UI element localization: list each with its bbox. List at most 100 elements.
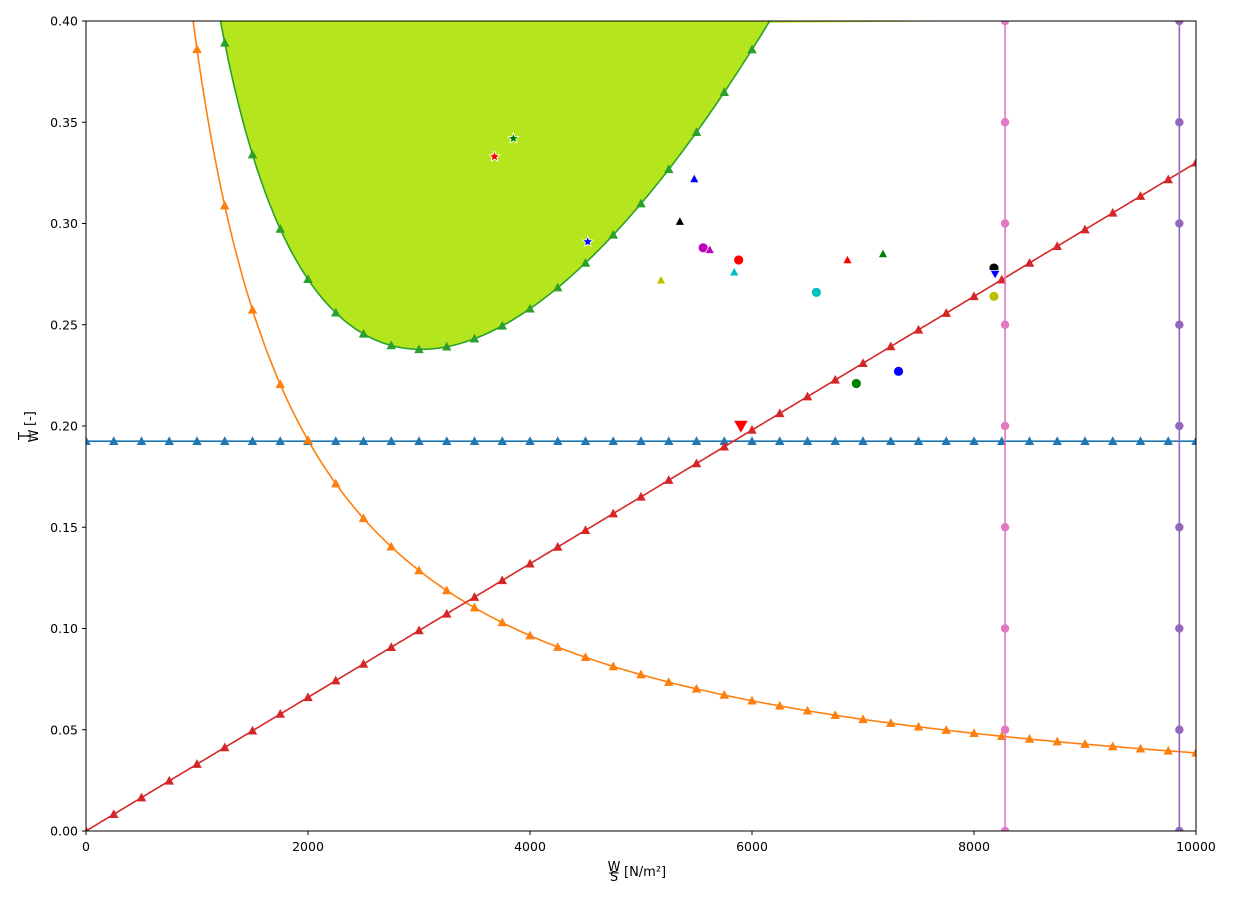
series-marker	[608, 436, 618, 445]
series-marker	[1191, 747, 1196, 757]
y-tick-label: 0.25	[50, 317, 78, 332]
series-marker	[913, 324, 924, 334]
series-marker	[913, 721, 924, 731]
series-marker	[775, 0, 785, 8]
series-marker	[469, 436, 480, 445]
design-point	[488, 150, 501, 162]
series-marker	[747, 695, 757, 705]
series-marker	[719, 690, 729, 699]
series-marker	[469, 333, 480, 343]
series-marker	[220, 37, 230, 47]
ticks-layer: 0 2000 4000 6000 8000 10000 0.00 0.05 0.10 0.15 0.…	[50, 14, 1216, 855]
feasible-region	[221, 21, 1003, 350]
series-marker	[1175, 624, 1184, 633]
series-marker	[1000, 523, 1010, 532]
series-marker	[525, 558, 535, 568]
series-marker	[886, 718, 896, 727]
series-marker	[497, 617, 507, 627]
series-marker	[192, 436, 202, 445]
series-marker	[414, 344, 424, 354]
y-tick-label: 0.20	[50, 419, 78, 434]
series-marker	[1175, 826, 1184, 831]
y-tick-label: 0.05	[50, 722, 78, 737]
series-marker	[691, 127, 702, 136]
series-marker	[636, 436, 646, 445]
series-marker	[331, 436, 341, 445]
series-4	[1000, 21, 1010, 831]
series-marker	[1108, 436, 1118, 445]
series-marker	[1108, 207, 1118, 217]
series-marker	[414, 436, 424, 445]
series-marker	[775, 700, 785, 710]
x-tick-label: 0	[82, 839, 90, 854]
x-label-numerator: W	[608, 860, 621, 875]
series-marker	[636, 669, 646, 679]
design-point	[810, 286, 822, 298]
series-marker	[830, 436, 840, 445]
series-marker	[164, 436, 174, 445]
series-marker	[747, 425, 757, 434]
series-marker	[1000, 624, 1010, 633]
series-marker	[414, 625, 424, 635]
series-marker	[303, 435, 313, 444]
series-marker	[275, 379, 285, 389]
series-marker	[830, 374, 840, 384]
series-marker	[1000, 826, 1010, 831]
design-point	[732, 419, 750, 435]
series-marker	[802, 436, 813, 445]
series-1	[192, 21, 1196, 757]
series-marker	[136, 436, 147, 445]
series-marker	[553, 282, 563, 292]
series-marker	[1000, 320, 1010, 329]
series-marker	[442, 585, 452, 595]
series-marker	[608, 661, 618, 671]
series-marker	[1175, 219, 1184, 228]
series-marker	[580, 652, 591, 662]
design-point	[893, 365, 904, 377]
y-label-unit: [-]	[23, 411, 38, 426]
series-marker	[1080, 224, 1090, 234]
series-marker	[691, 458, 702, 468]
x-tick-label: 10000	[1176, 839, 1216, 854]
series-marker	[1175, 118, 1184, 127]
design-point	[655, 274, 667, 285]
series-marker	[830, 710, 840, 719]
series-marker	[1175, 320, 1184, 329]
series-marker	[747, 436, 757, 445]
series-marker	[1163, 174, 1173, 184]
series-marker	[719, 87, 729, 97]
series-marker	[136, 792, 147, 802]
series-marker	[691, 436, 702, 445]
design-point	[507, 131, 520, 144]
series-marker	[1135, 191, 1146, 200]
design-point	[674, 215, 686, 226]
series-marker	[220, 436, 230, 445]
series-marker	[1052, 736, 1062, 746]
series-line	[219, 21, 771, 351]
series-marker	[414, 565, 424, 575]
series-marker	[220, 742, 230, 752]
series-marker	[997, 731, 1007, 741]
series-marker	[331, 307, 341, 317]
feasible-region-layer	[221, 21, 1003, 350]
series-marker	[802, 705, 813, 715]
series-marker	[941, 436, 951, 445]
design-point	[688, 173, 700, 184]
series-marker	[497, 575, 507, 585]
series-marker	[608, 229, 618, 239]
series-marker	[1080, 739, 1090, 748]
series-marker	[858, 436, 868, 445]
series-marker	[1175, 21, 1184, 26]
design-point	[877, 248, 889, 259]
series-3	[86, 157, 1196, 831]
series-marker	[1052, 436, 1062, 445]
series-marker	[358, 436, 369, 445]
y-axis-label: T W [-]	[17, 411, 42, 442]
series-marker	[969, 436, 979, 445]
series-marker	[1135, 743, 1146, 753]
y-tick-label: 0.00	[50, 824, 78, 839]
series-marker	[1175, 523, 1184, 532]
series-marker	[386, 340, 396, 350]
x-label-denominator: S	[610, 870, 618, 885]
